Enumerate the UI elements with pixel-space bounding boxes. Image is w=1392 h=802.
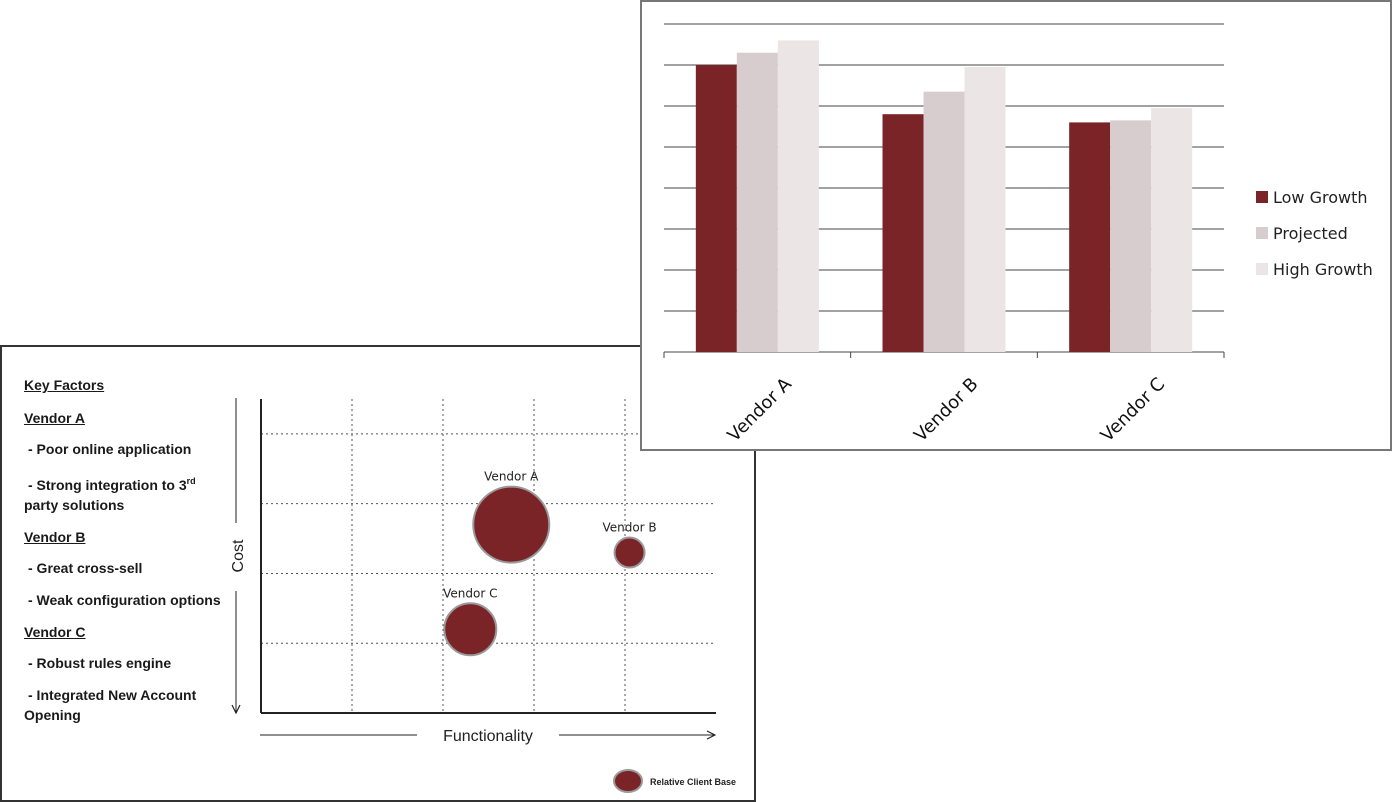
bubble: [443, 602, 498, 657]
bar: [736, 52, 778, 352]
bar-chart-svg: Vendor A Vendor B Vendor C: [663, 23, 1225, 447]
x-tick-label: Vendor B: [910, 374, 982, 446]
bar: [923, 91, 965, 353]
legend-swatch: [1256, 263, 1268, 275]
vendor-a-factor-2-suffix: party solutions: [24, 496, 125, 513]
legend-item: Low Growth: [1256, 179, 1373, 215]
vendor-a-factor-2: - Strong integration to 3rd party soluti…: [24, 471, 229, 515]
vendor-a-factor-2-sup: rd: [186, 476, 196, 486]
bar: [695, 65, 737, 352]
bubble-chart-svg: Functionality Cost Vendor A Vendor B Vendor …: [230, 398, 736, 793]
bubble-label: Vendor C: [443, 586, 497, 600]
bar: [882, 114, 924, 352]
vendor-b-factor-2: - Weak configuration options: [28, 591, 221, 608]
legend-label: Relative Client Base: [650, 777, 736, 787]
bar: [964, 67, 1006, 353]
bar-chart-legend: Low Growth Projected High Growth: [1256, 179, 1373, 287]
vendor-b-factor-1: - Great cross-sell: [28, 559, 143, 576]
x-tick-label: Vendor A: [724, 373, 797, 446]
legend-label: Projected: [1273, 223, 1348, 243]
bubble-label: Vendor B: [602, 521, 656, 535]
vendor-a-heading: Vendor A: [24, 410, 85, 426]
key-factors-title: Key Factors: [24, 377, 105, 393]
bar-chart-panel: Vendor A Vendor B Vendor C Low Growth Proje…: [640, 0, 1392, 451]
bar: [1110, 120, 1152, 352]
legend-item: Projected: [1256, 215, 1373, 251]
vendor-c-factor-1: - Robust rules engine: [28, 654, 172, 671]
legend-label: Low Growth: [1273, 187, 1368, 207]
legend-swatch: [1256, 191, 1268, 203]
vendor-a-factor-1: - Poor online application: [28, 441, 192, 457]
bubble-label: Vendor A: [484, 470, 539, 484]
x-axis-label: Functionality: [443, 728, 533, 745]
legend-label: High Growth: [1273, 259, 1373, 279]
x-tick-label: Vendor C: [1097, 374, 1170, 447]
legend-swatch: [1256, 227, 1268, 239]
bar: [777, 40, 819, 353]
bubble: [472, 485, 551, 564]
bubble: [613, 536, 646, 569]
vendor-b-heading: Vendor B: [24, 528, 86, 545]
bubble-chart-panel: Key Factors Vendor A - Poor online appli…: [0, 345, 756, 802]
legend-bubble-icon: [613, 769, 643, 793]
vendor-a-factor-2-text: - Strong integration to 3: [28, 476, 187, 493]
vendor-c-heading: Vendor C: [24, 623, 86, 640]
key-factors-list: Key Factors Vendor A - Poor online appli…: [24, 375, 229, 737]
legend-item: High Growth: [1256, 251, 1373, 287]
y-axis-label: Cost: [230, 539, 247, 572]
bar: [1151, 108, 1193, 352]
vendor-c-factor-2: - Integrated New Account Opening: [24, 686, 197, 723]
bar: [1069, 122, 1111, 353]
